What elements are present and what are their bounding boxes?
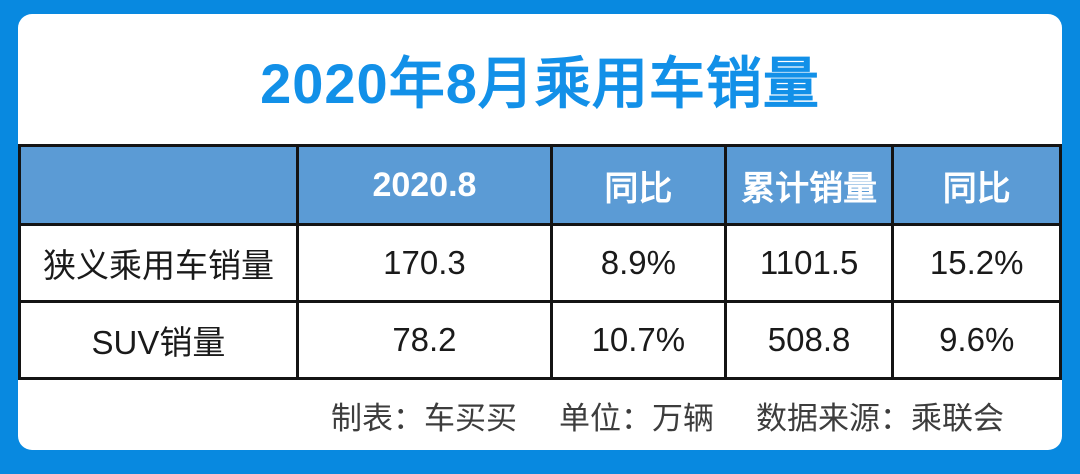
cell-yoy-value: 10.7%	[549, 300, 727, 380]
cell-cumulative-yoy-value: 15.2%	[891, 223, 1062, 303]
content-card: 2020年8月乘用车销量 2020.8 同比 累计销量 同比	[18, 14, 1062, 450]
header-cell-month: 2020.8	[295, 144, 553, 226]
cell-cumulative-value: 1101.5	[723, 223, 895, 303]
cell-cumulative-value: 508.8	[723, 300, 895, 380]
table-row-suv: SUV销量 78.2 10.7% 508.8 9.6%	[18, 300, 1062, 380]
header-cell-row-label	[18, 144, 299, 226]
header-cell-cumulative: 累计销量	[723, 144, 895, 226]
table-row-passenger-car: 狭义乘用车销量 170.3 8.9% 1101.5 15.2%	[18, 223, 1062, 303]
cell-month-value: 78.2	[295, 300, 553, 380]
footer-maker: 制表：车买买	[331, 400, 517, 436]
cell-yoy-value: 8.9%	[549, 223, 727, 303]
footer-source: 数据来源：乘联会	[756, 400, 1004, 436]
header-cell-yoy: 同比	[549, 144, 727, 226]
cell-cumulative-yoy-value: 9.6%	[891, 300, 1062, 380]
footer-unit: 单位：万辆	[559, 400, 714, 436]
row-label: 狭义乘用车销量	[18, 223, 299, 303]
footer-note: 制表：车买买 单位：万辆 数据来源：乘联会	[18, 380, 1062, 450]
page-title: 2020年8月乘用车销量	[260, 51, 820, 115]
cell-month-value: 170.3	[295, 223, 553, 303]
header-cell-cumulative-yoy: 同比	[891, 144, 1062, 226]
sales-table: 2020.8 同比 累计销量 同比 狭义乘用车销量 170.3 8.9% 110…	[18, 144, 1062, 380]
row-label: SUV销量	[18, 300, 299, 380]
table-header-row: 2020.8 同比 累计销量 同比	[18, 144, 1062, 226]
